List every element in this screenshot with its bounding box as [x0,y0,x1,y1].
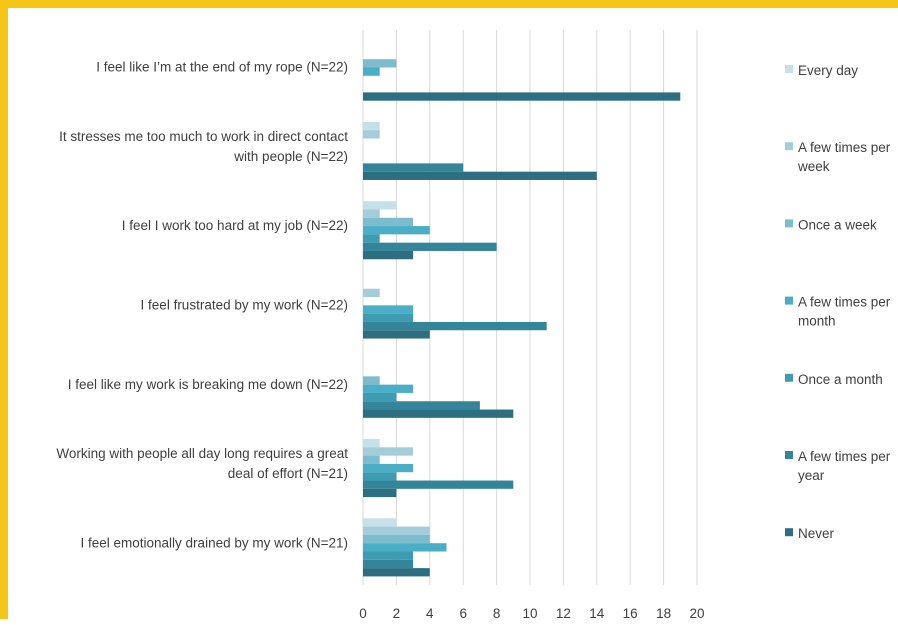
category-label-line: with people (N=22) [233,149,348,164]
legend-label-line: Once a week [798,217,877,232]
category-label: I feel frustrated by my work (N=22) [141,298,348,313]
bar [363,480,514,489]
bar [363,488,397,498]
bar [363,305,414,314]
bar [363,209,380,218]
category-labels: I feel like I’m at the end of my rope (N… [56,60,348,551]
bar [363,455,380,464]
category-label: Working with people all day long require… [56,446,348,481]
bar [363,534,430,544]
x-tick-label: 4 [426,606,434,621]
bar [363,163,464,172]
category-label: It stresses me too much to work in direc… [59,129,348,164]
bar [363,551,414,560]
legend-label: Once a month [798,372,883,387]
bar [363,526,430,535]
legend-swatch [785,219,793,228]
bar [363,518,397,527]
legend-swatch [785,142,793,151]
x-tick-label: 8 [493,606,501,621]
x-tick-label: 16 [623,606,638,621]
bar [363,67,380,76]
legend-label: Once a week [798,217,877,232]
x-tick-label: 18 [656,606,671,621]
bar [363,121,380,131]
bar [363,376,380,385]
bar [363,250,414,260]
bar-chart: I feel like I’m at the end of my rope (N… [56,30,891,621]
category-label-line: I feel like my work is breaking me down … [68,377,348,392]
legend-label: A few times per week [797,140,891,174]
legend-label-line: Every day [798,63,858,78]
bar [363,201,397,210]
bar [363,321,547,331]
bar [363,439,380,448]
legend-label: Never [798,526,835,541]
category-label: I feel I work too hard at my job (N=22) [122,218,348,233]
gridlines [362,30,698,585]
x-tick-label: 6 [459,606,467,621]
category-label-line: Working with people all day long require… [56,446,348,461]
bar [363,242,497,251]
legend-label: Every day [798,63,858,78]
x-tick-label: 12 [556,606,571,621]
bars [363,59,681,577]
bar [363,463,414,473]
category-label-line: I feel frustrated by my work (N=22) [141,298,348,313]
bar [363,568,430,577]
bar [363,559,414,569]
x-tick-labels: 0 2 4 6 8 10 12 14 16 18 20 [359,606,704,621]
bar [363,543,447,552]
category-label-line: I feel like I’m at the end of my rope (N… [96,60,348,75]
legend-label-line: A few times per [798,449,891,464]
x-tick-label: 10 [522,606,537,621]
bar [363,171,597,180]
category-label: I feel like I’m at the end of my rope (N… [96,60,348,75]
legend-label-line: week [797,159,830,174]
category-label-line: deal of effort (N=21) [228,466,348,481]
bar [363,234,380,243]
x-tick-label: 20 [689,606,704,621]
bar [363,92,681,101]
category-label-line: I feel emotionally drained by my work (N… [81,535,349,550]
legend-label-line: A few times per [798,295,891,310]
category-label-line: I feel I work too hard at my job (N=22) [122,218,348,233]
category-label: I feel emotionally drained by my work (N… [81,535,349,550]
x-tick-label: 2 [393,606,401,621]
legend-label-line: month [798,314,836,329]
bar [363,472,397,481]
legend-swatch [785,528,793,537]
bar [363,384,414,393]
legend-label-line: year [798,468,825,483]
legend-label-line: A few times per [798,140,891,155]
x-tick-label: 0 [359,606,367,621]
bar [363,392,397,402]
bar [363,288,380,298]
legend-swatch [785,296,793,305]
x-tick-label: 14 [589,606,605,621]
legend-label-line: Once a month [798,372,883,387]
legend-swatch [785,373,793,382]
legend-label-line: Never [798,526,835,541]
bar [363,217,414,227]
bar [363,130,380,139]
legend-swatch [785,65,793,73]
bar [363,59,397,68]
bar [363,447,414,456]
bar [363,409,514,418]
bar [363,226,430,235]
category-label-line: It stresses me too much to work in direc… [59,129,348,144]
bar [363,401,480,410]
bar [363,330,430,339]
legend-label: A few times per year [798,449,891,483]
legend-label: A few times per month [798,295,891,329]
bar [363,313,414,322]
category-label: I feel like my work is breaking me down … [68,377,348,392]
legend: Every day A few times per week Once a week A… [785,63,891,541]
legend-swatch [785,451,793,459]
